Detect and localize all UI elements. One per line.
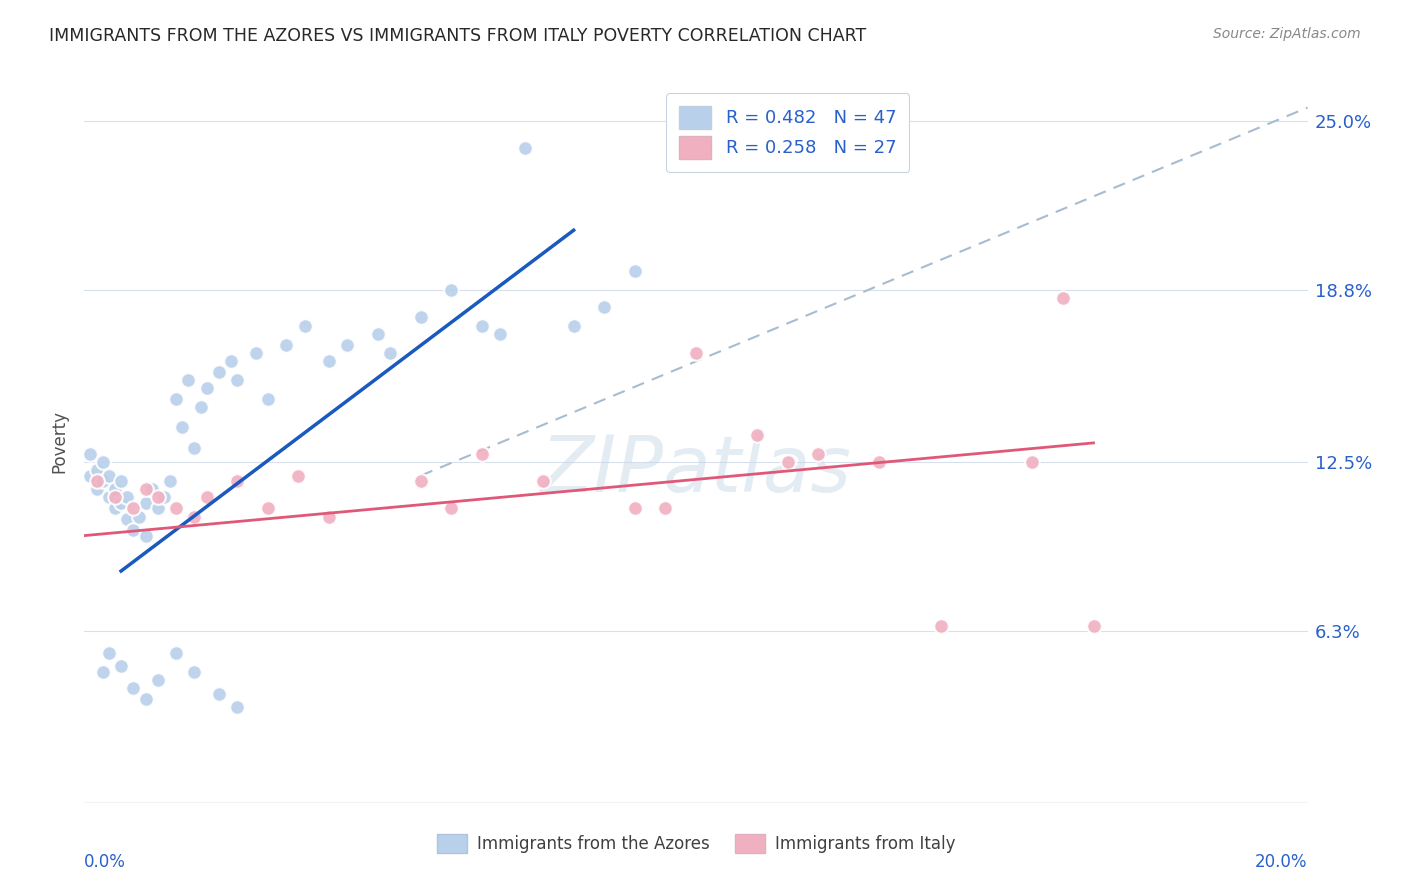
Point (471, 447, 494, 461)
Point (146, 501, 169, 516)
Point (294, 318, 316, 333)
Point (115, 491, 138, 505)
Point (97, 468, 120, 483)
Point (153, 491, 176, 505)
Point (135, 692, 157, 706)
Text: IMMIGRANTS FROM THE AZORES VS IMMIGRANTS FROM ITALY POVERTY CORRELATION CHART: IMMIGRANTS FROM THE AZORES VS IMMIGRANTS… (49, 27, 866, 45)
Y-axis label: Poverty: Poverty (51, 410, 69, 473)
Point (219, 354, 242, 368)
Text: 0.0%: 0.0% (84, 854, 127, 871)
Point (226, 373, 249, 387)
Point (97, 646, 120, 660)
Point (110, 474, 132, 488)
Point (624, 264, 647, 278)
Point (104, 491, 127, 505)
Point (287, 468, 309, 483)
Point (110, 496, 132, 510)
Point (183, 665, 205, 679)
Point (115, 512, 138, 526)
Point (135, 482, 157, 496)
Point (440, 501, 463, 516)
Point (226, 700, 249, 714)
Point (91, 455, 114, 469)
Point (685, 346, 707, 360)
Text: ZIPatlas: ZIPatlas (540, 433, 852, 508)
Point (440, 283, 463, 297)
Point (380, 346, 402, 360)
Point (195, 381, 218, 395)
Point (654, 501, 676, 516)
Point (276, 337, 298, 351)
Point (165, 392, 187, 407)
Point (624, 501, 647, 516)
Point (195, 491, 218, 505)
Point (929, 618, 952, 632)
Point (807, 447, 830, 461)
Point (1052, 292, 1074, 306)
Point (471, 318, 494, 333)
Point (190, 401, 212, 415)
Legend: Immigrants from the Azores, Immigrants from Italy: Immigrants from the Azores, Immigrants f… (430, 827, 962, 860)
Point (177, 373, 200, 387)
Point (172, 419, 194, 434)
Point (226, 474, 249, 488)
Point (146, 491, 169, 505)
Point (257, 392, 280, 407)
Point (122, 523, 145, 537)
Point (869, 455, 891, 469)
Point (318, 354, 340, 368)
Point (86, 474, 108, 488)
Point (141, 482, 163, 496)
Point (97, 491, 120, 505)
Point (245, 346, 267, 360)
Point (183, 442, 205, 456)
Point (747, 427, 769, 442)
Point (776, 455, 799, 469)
Point (367, 326, 389, 341)
Point (165, 501, 187, 516)
Point (135, 528, 157, 542)
Point (1021, 455, 1043, 469)
Point (135, 496, 157, 510)
Point (146, 673, 169, 687)
Text: Source: ZipAtlas.com: Source: ZipAtlas.com (1213, 27, 1361, 41)
Point (208, 687, 231, 701)
Point (409, 310, 432, 325)
Point (562, 318, 585, 333)
Point (1083, 618, 1105, 632)
Point (122, 501, 145, 516)
Point (513, 141, 536, 155)
Point (79, 468, 101, 483)
Point (104, 482, 127, 496)
Point (165, 646, 187, 660)
Point (91, 665, 114, 679)
Point (183, 509, 205, 524)
Point (91, 474, 114, 488)
Point (531, 474, 554, 488)
Point (208, 365, 231, 379)
Point (159, 474, 181, 488)
Point (104, 501, 127, 516)
Point (257, 501, 280, 516)
Point (318, 509, 340, 524)
Point (86, 482, 108, 496)
Point (128, 509, 150, 524)
Point (122, 681, 145, 696)
Point (86, 463, 108, 477)
Point (593, 300, 616, 314)
Text: 20.0%: 20.0% (1256, 854, 1308, 871)
Point (110, 659, 132, 673)
Point (409, 474, 432, 488)
Point (336, 337, 359, 351)
Point (489, 326, 512, 341)
Point (79, 447, 101, 461)
